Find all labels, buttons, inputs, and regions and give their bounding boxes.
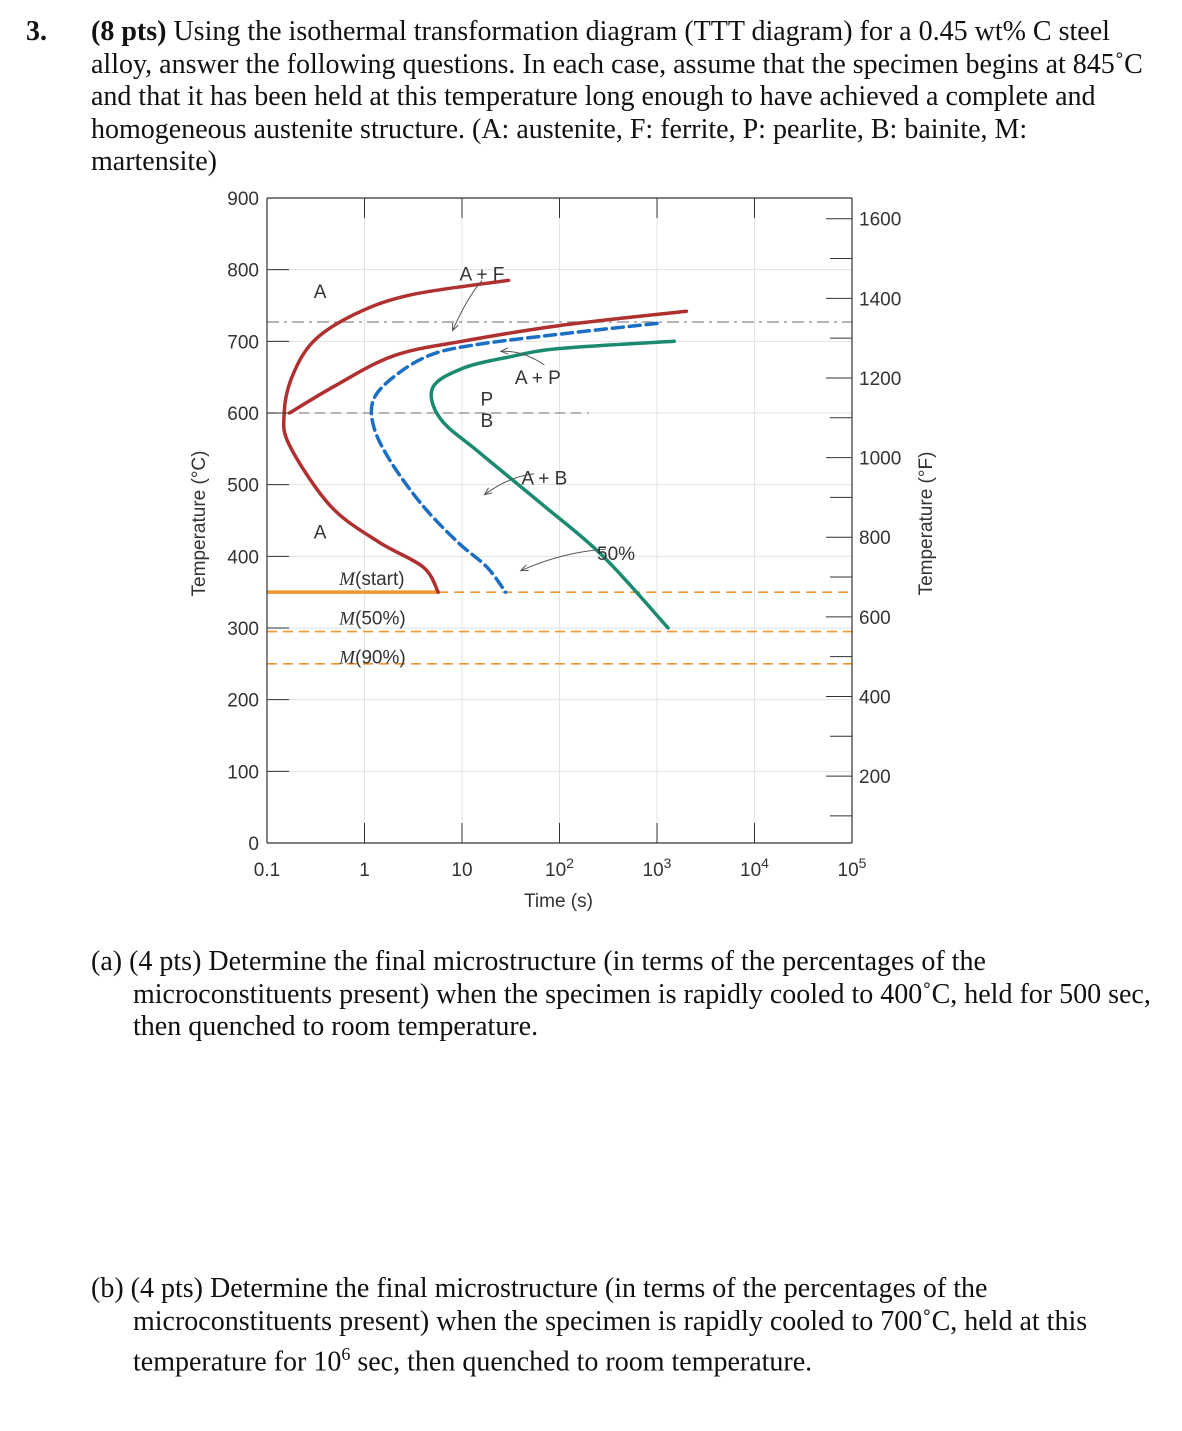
label-arrowhead bbox=[519, 564, 529, 572]
martensite-fraction: (90%) bbox=[355, 648, 406, 669]
y-tick-label: 900 bbox=[227, 189, 259, 210]
region-label: A + B bbox=[521, 469, 567, 490]
martensite-fraction: (start) bbox=[355, 569, 405, 590]
martensite-symbol: M bbox=[338, 648, 356, 669]
martensite-lines bbox=[267, 590, 852, 665]
y-right-tick-label: 1400 bbox=[859, 289, 901, 310]
x-tick-label: 0.1 bbox=[254, 860, 280, 881]
question-number: 3. bbox=[26, 16, 47, 47]
curve-pearlite-start-upper bbox=[287, 309, 689, 415]
question-text: (8 pts) Using the isothermal transformat… bbox=[91, 16, 1151, 179]
part-b-exponent: 6 bbox=[341, 1344, 351, 1364]
label-arrow bbox=[452, 280, 483, 331]
x-tick-label: 104 bbox=[740, 855, 769, 881]
curve-finish-green bbox=[429, 339, 676, 630]
curve-blue-50pct bbox=[369, 321, 659, 594]
y-tick-label: 200 bbox=[227, 691, 259, 712]
part-b-text-start: (b) (4 pts) Determine the final microstr… bbox=[91, 1273, 1088, 1378]
x-tick-exponent: 3 bbox=[664, 855, 672, 871]
martensite-symbol: M bbox=[338, 569, 356, 590]
region-label: M(50%) bbox=[338, 608, 406, 629]
martensite-symbol: M bbox=[338, 608, 356, 629]
y-tick-label: 0 bbox=[248, 834, 259, 855]
y-axis-title-left: Temperature (°C) bbox=[189, 451, 210, 597]
martensite-fraction: (50%) bbox=[355, 608, 406, 629]
y-right-tick-label: 800 bbox=[859, 528, 891, 549]
y-tick-label: 600 bbox=[227, 404, 259, 425]
y-right-tick-label: 1000 bbox=[859, 449, 901, 470]
region-label: 50% bbox=[597, 544, 635, 565]
x-tick-label: 103 bbox=[643, 855, 672, 881]
region-label: A bbox=[314, 282, 327, 303]
region-label: P bbox=[481, 390, 494, 411]
x-tick-base: 10 bbox=[643, 860, 664, 881]
y-right-tick-label: 1600 bbox=[859, 210, 901, 231]
x-tick-base: 10 bbox=[740, 860, 761, 881]
x-tick-label: 10 bbox=[451, 860, 472, 881]
part-b-text: (b) (4 pts) Determine the final microstr… bbox=[91, 1273, 1151, 1379]
axis-ticks: 0100200300400500600700800900160014001200… bbox=[189, 189, 937, 912]
x-tick-base: 10 bbox=[838, 860, 859, 881]
y-axis-title-right: Temperature (°F) bbox=[916, 452, 937, 596]
y-tick-label: 800 bbox=[227, 261, 259, 282]
x-tick-exponent: 4 bbox=[761, 855, 769, 871]
x-tick-label: 105 bbox=[838, 855, 867, 881]
part-b-text-end: sec, then quenched to room temperature. bbox=[350, 1346, 813, 1378]
y-tick-label: 700 bbox=[227, 332, 259, 353]
curve-ferrite-start bbox=[281, 278, 511, 594]
region-label: A bbox=[314, 522, 327, 543]
question-points: (8 pts) bbox=[91, 16, 167, 47]
x-tick-label: 1 bbox=[359, 860, 370, 881]
y-right-tick-label: 1200 bbox=[859, 369, 901, 390]
region-label: B bbox=[481, 411, 494, 432]
label-arrowhead bbox=[499, 347, 509, 355]
region-label: M(90%) bbox=[338, 648, 406, 669]
x-tick-exponent: 5 bbox=[859, 855, 867, 871]
region-label: A + P bbox=[515, 368, 561, 389]
region-label: M(start) bbox=[338, 569, 404, 590]
label-arrowhead bbox=[483, 487, 493, 496]
x-tick-base: 10 bbox=[545, 860, 566, 881]
question-body: Using the isothermal transformation diag… bbox=[91, 16, 1143, 177]
y-right-tick-label: 400 bbox=[859, 688, 891, 709]
y-tick-label: 400 bbox=[227, 547, 259, 568]
label-arrowhead bbox=[452, 322, 459, 332]
y-right-tick-label: 200 bbox=[859, 767, 891, 788]
y-tick-label: 500 bbox=[227, 476, 259, 497]
x-tick-label: 102 bbox=[545, 855, 574, 881]
y-tick-label: 100 bbox=[227, 762, 259, 783]
x-tick-exponent: 2 bbox=[566, 855, 574, 871]
y-tick-label: 300 bbox=[227, 619, 259, 640]
x-axis-title: Time (s) bbox=[524, 891, 593, 912]
y-right-tick-label: 600 bbox=[859, 608, 891, 629]
label-arrow bbox=[500, 350, 545, 366]
part-a-text: (a) (4 pts) Determine the final microstr… bbox=[91, 946, 1151, 1042]
reference-lines bbox=[267, 321, 852, 414]
label-arrow bbox=[484, 473, 535, 496]
region-label: A + F bbox=[459, 264, 504, 285]
label-arrow bbox=[520, 548, 607, 572]
annotation-arrows bbox=[452, 280, 607, 572]
